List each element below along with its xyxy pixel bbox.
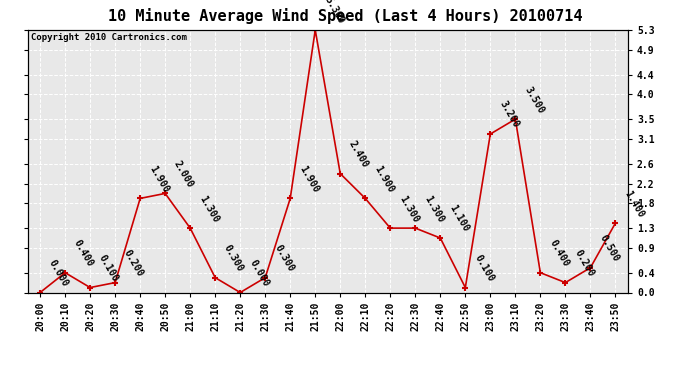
Text: Copyright 2010 Cartronics.com: Copyright 2010 Cartronics.com [30,33,186,42]
Text: 0.000: 0.000 [247,258,270,288]
Text: 0.200: 0.200 [572,248,595,278]
Text: 0.500: 0.500 [598,233,621,264]
Text: 0.100: 0.100 [472,253,495,284]
Text: 3.500: 3.500 [522,84,546,115]
Text: 2.400: 2.400 [347,139,371,170]
Text: 0.400: 0.400 [547,238,571,268]
Text: 10 Minute Average Wind Speed (Last 4 Hours) 20100714: 10 Minute Average Wind Speed (Last 4 Hou… [108,8,582,24]
Text: 0.100: 0.100 [97,253,121,284]
Text: 1.300: 1.300 [422,194,446,224]
Text: 3.200: 3.200 [497,99,521,130]
Text: 1.100: 1.100 [447,203,471,234]
Text: 1.400: 1.400 [622,189,646,219]
Text: 5.300: 5.300 [322,0,346,26]
Text: 0.000: 0.000 [47,258,70,288]
Text: 0.300: 0.300 [222,243,246,273]
Text: 1.900: 1.900 [372,164,395,194]
Text: 1.300: 1.300 [197,194,221,224]
Text: 0.300: 0.300 [272,243,295,273]
Text: 1.900: 1.900 [147,164,170,194]
Text: 2.000: 2.000 [172,159,195,189]
Text: 1.900: 1.900 [297,164,321,194]
Text: 1.300: 1.300 [397,194,421,224]
Text: 0.200: 0.200 [122,248,146,278]
Text: 0.400: 0.400 [72,238,95,268]
